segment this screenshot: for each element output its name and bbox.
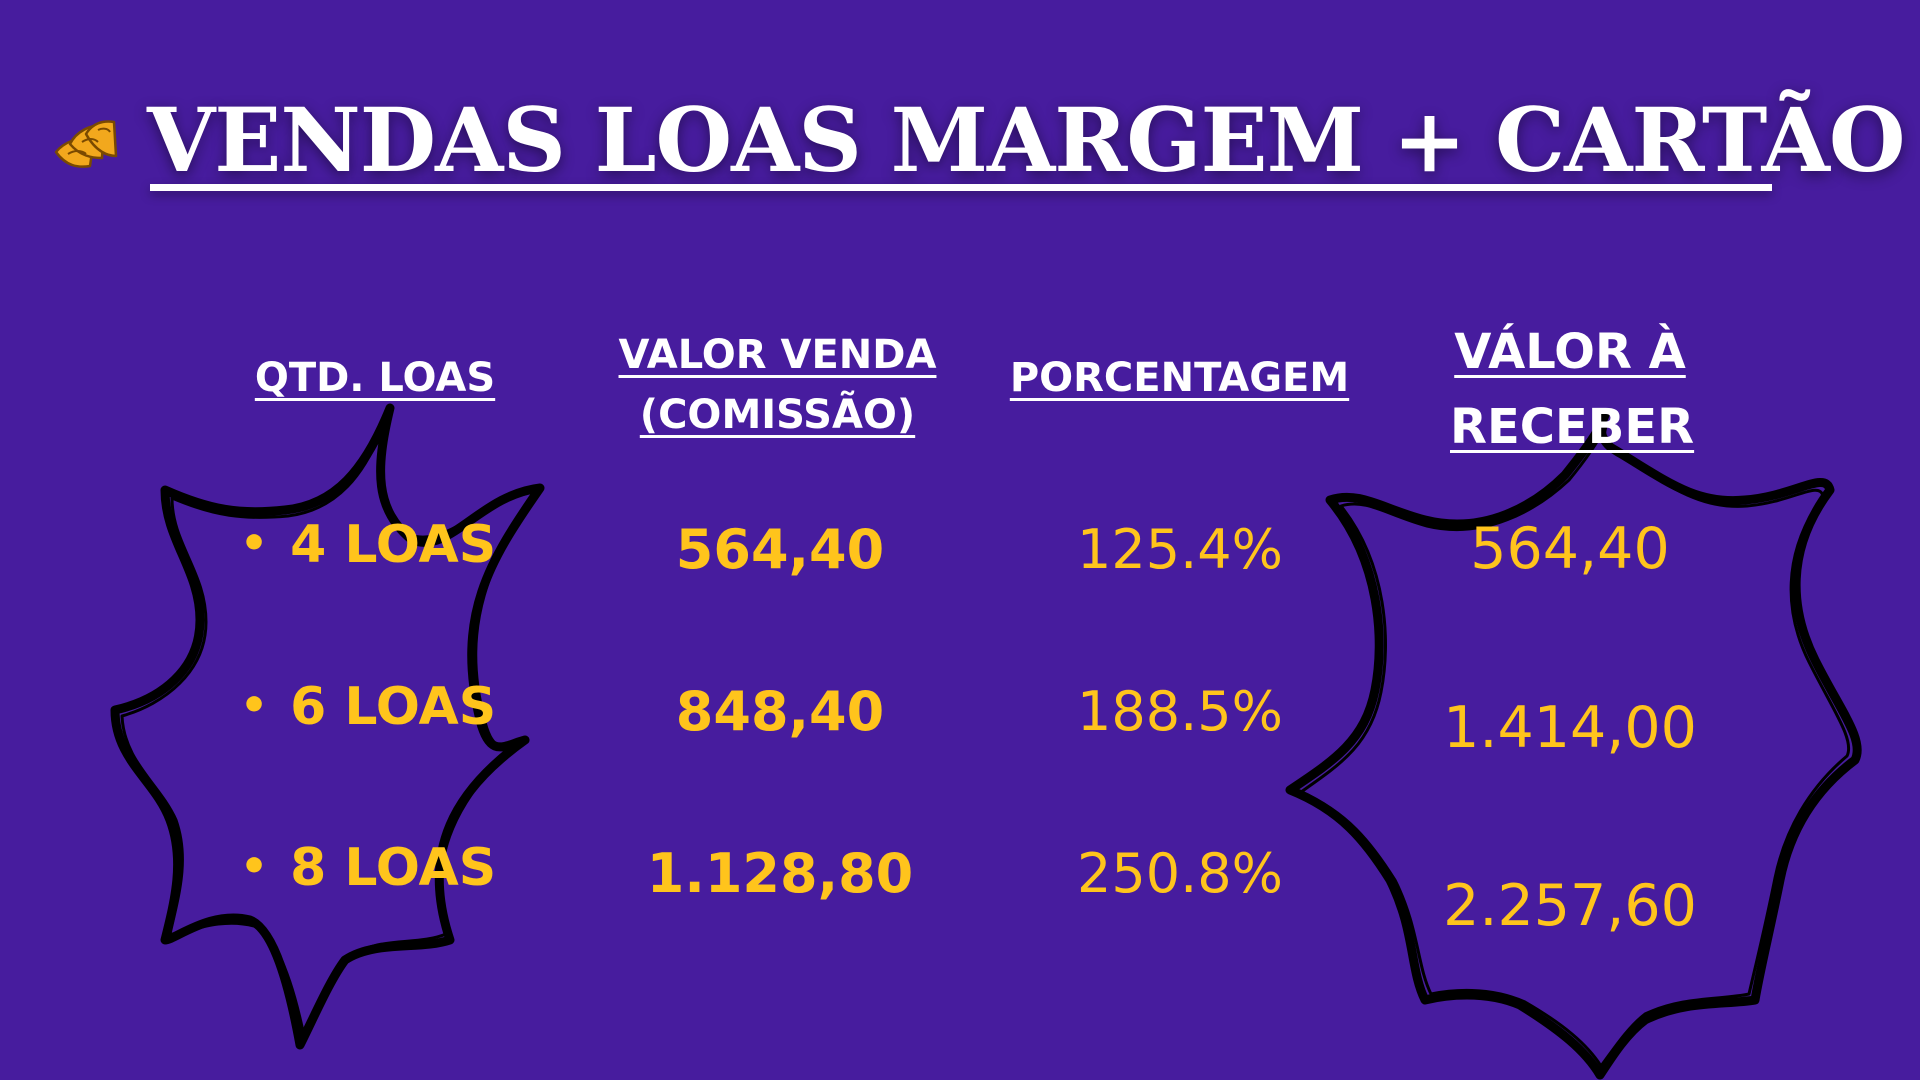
header-valor-line2: (COMISSÃO) <box>639 392 916 438</box>
row-3-receber: 2.257,60 <box>1443 873 1697 939</box>
qtd-label: 8 LOAS <box>290 838 497 898</box>
row-2-valor: 848,40 <box>675 680 885 743</box>
page-title: VENDAS LOAS MARGEM + CARTÃO <box>147 88 1906 192</box>
row-1-porcentagem: 125.4% <box>1077 518 1283 581</box>
header-receber-line1: VÁLOR À <box>1454 324 1686 380</box>
row-1-valor: 564,40 <box>675 518 885 581</box>
row-1-receber: 564,40 <box>1470 516 1670 582</box>
money-bills-icon <box>54 120 118 168</box>
header-valor-line1: VALOR VENDA <box>618 332 937 378</box>
bullet: • <box>240 841 269 892</box>
row-2-porcentagem: 188.5% <box>1077 680 1283 743</box>
bullet: • <box>240 518 269 569</box>
title-underline <box>150 184 1772 191</box>
row-3-qtd: • 8 LOAS <box>240 838 520 898</box>
row-3-valor: 1.128,80 <box>646 842 914 905</box>
header-porcentagem: PORCENTAGEM <box>1009 355 1350 401</box>
row-2-qtd: • 6 LOAS <box>240 677 520 737</box>
title-area: VENDAS LOAS MARGEM + CARTÃO <box>50 80 1906 210</box>
burst-outline-left <box>110 403 545 1050</box>
bullet: • <box>240 680 269 731</box>
header-receber-line2: RECEBER <box>1450 399 1695 455</box>
qtd-label: 6 LOAS <box>290 677 497 737</box>
row-3-porcentagem: 250.8% <box>1077 842 1283 905</box>
burst-outline-right <box>1285 410 1862 1080</box>
header-qtd-loas: QTD. LOAS <box>254 355 496 401</box>
header-valor-receber: VÁLOR À RECEBER <box>1450 315 1695 465</box>
qtd-label: 4 LOAS <box>290 515 497 575</box>
row-2-receber: 1.414,00 <box>1443 695 1697 761</box>
row-1-qtd: • 4 LOAS <box>240 515 520 575</box>
header-valor-venda: VALOR VENDA (COMISSÃO) <box>615 325 940 445</box>
